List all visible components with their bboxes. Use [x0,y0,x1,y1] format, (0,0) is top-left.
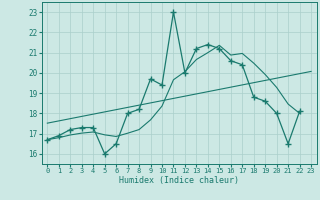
X-axis label: Humidex (Indice chaleur): Humidex (Indice chaleur) [119,176,239,185]
